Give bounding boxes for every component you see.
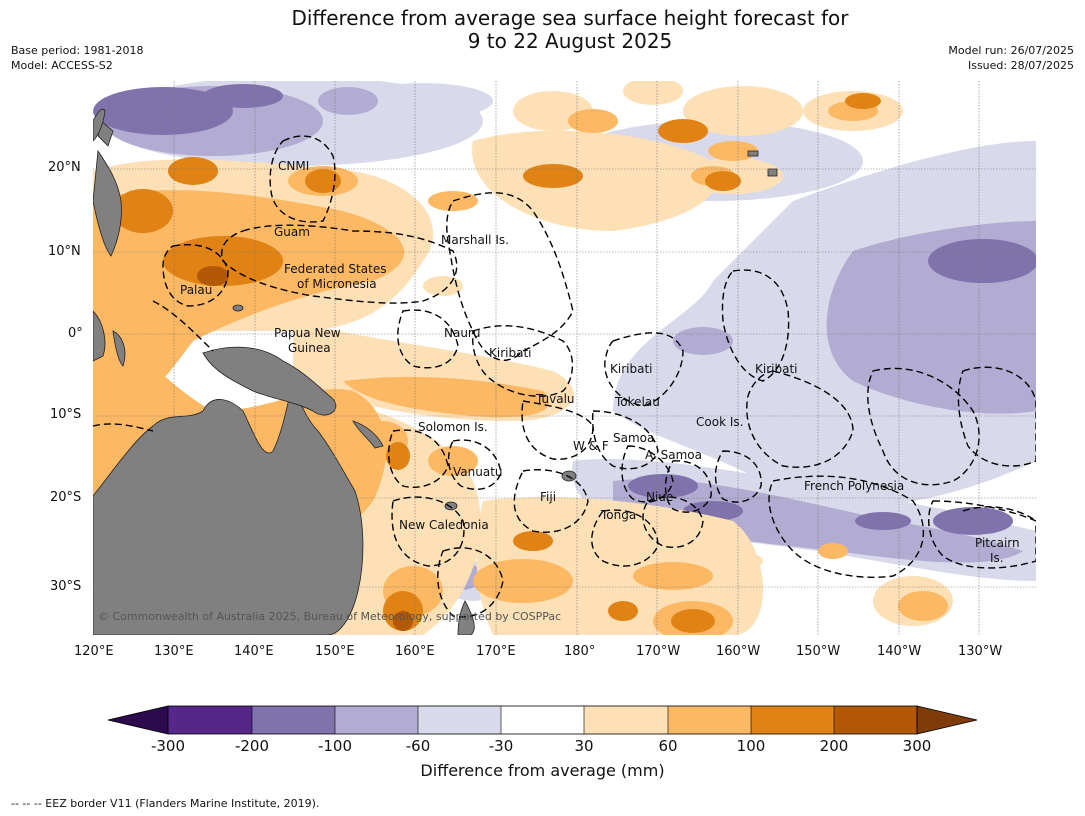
graticule <box>93 81 1036 635</box>
colorbar-bin-3 <box>335 706 418 734</box>
label-french-polynesia: French Polynesia <box>804 479 905 493</box>
colorbar-tick: -30 <box>488 737 514 755</box>
label-new-caledonia: New Caledonia <box>399 518 489 532</box>
colorbar-tick: -60 <box>405 737 431 755</box>
title-line-2: 9 to 22 August 2025 <box>467 29 673 53</box>
copyright-note: © Commonwealth of Australia 2025, Bureau… <box>98 610 562 623</box>
meta-left: Base period: 1981-2018 Model: ACCESS-S2 <box>11 43 143 73</box>
colorbar-bin-1 <box>168 706 252 734</box>
meta-right: Model run: 26/07/2025 Issued: 28/07/2025 <box>948 43 1074 73</box>
colorbar-bin-6 <box>584 706 668 734</box>
lon-label-150e: 150°E <box>315 644 355 659</box>
colorbar-title: Difference from average (mm) <box>420 761 665 780</box>
lon-label-140e: 140°E <box>234 644 274 659</box>
colorbar-tick: 200 <box>819 737 849 755</box>
label-solomon: Solomon Is. <box>418 420 488 434</box>
label-pitcairn-1: Pitcairn <box>975 536 1020 550</box>
lat-label-20n: 20°N <box>48 160 81 175</box>
label-kiribati-w: Kiribati <box>489 346 532 360</box>
lon-label-130w: 130°W <box>958 644 1003 659</box>
lon-label-150w: 150°W <box>796 644 841 659</box>
label-vanuatu: Vanuatu <box>453 465 503 479</box>
forecast-map: CNMI Guam Marshall Is. Federated States … <box>93 81 1036 635</box>
eez-borders <box>93 135 1036 618</box>
colorbar-dividers <box>251 706 835 734</box>
lat-label-0: 0° <box>68 326 83 341</box>
colorbar-bin-5 <box>501 706 584 734</box>
label-fsm-1: Federated States <box>284 262 387 276</box>
label-wf: W & F <box>573 439 609 453</box>
label-samoa: Samoa <box>613 431 655 445</box>
label-tokelau: Tokelau <box>615 395 660 409</box>
base-period: Base period: 1981-2018 <box>11 44 144 57</box>
label-guam: Guam <box>274 225 310 239</box>
label-png-1: Papua New <box>274 326 341 340</box>
label-tuvalu: Tuvalu <box>536 392 575 406</box>
colorbar-tick: -300 <box>150 737 186 755</box>
lat-label-30s: 30°S <box>50 579 82 594</box>
colorbar-arrow-low <box>107 705 169 735</box>
land <box>93 108 778 635</box>
lon-label-180: 180° <box>564 644 596 659</box>
label-png-2: Guinea <box>288 341 331 355</box>
colorbar-bin-9 <box>834 706 917 734</box>
colorbar-arrow-high <box>916 705 978 735</box>
label-pitcairn-2: Is. <box>990 551 1004 565</box>
anomaly-dark-purple <box>93 84 1036 535</box>
lon-label-160w: 160°W <box>716 644 761 659</box>
colorbar-frame <box>167 705 918 735</box>
label-niue: Niue <box>646 490 674 504</box>
model-run: Model run: 26/07/2025 <box>948 44 1074 57</box>
label-cnmi: CNMI <box>278 159 310 173</box>
label-a-samoa: A. Samoa <box>645 448 702 462</box>
label-palau: Palau <box>180 283 213 297</box>
lon-label-140w: 140°W <box>877 644 922 659</box>
colorbar-bin-8 <box>751 706 834 734</box>
colorbar-tick: 60 <box>658 737 678 755</box>
map-svg <box>93 81 1036 635</box>
anomaly-brown <box>197 266 413 631</box>
lon-label-160e: 160°E <box>395 644 435 659</box>
colorbar-bin-2 <box>252 706 335 734</box>
label-nauru: Nauru <box>444 326 481 340</box>
label-marshall: Marshall Is. <box>441 233 509 247</box>
colorbar-tick: -200 <box>234 737 270 755</box>
label-fiji: Fiji <box>540 490 557 504</box>
colorbar-bin-7 <box>668 706 751 734</box>
lon-label-130e: 130°E <box>154 644 194 659</box>
issued-date: Issued: 28/07/2025 <box>967 59 1074 72</box>
label-cook: Cook Is. <box>696 415 744 429</box>
colorbar-tick: 30 <box>574 737 594 755</box>
title-line-1: Difference from average sea surface heig… <box>291 6 849 30</box>
label-tonga: Tonga <box>601 508 637 522</box>
colorbar-tick: 100 <box>736 737 766 755</box>
chart-title: Difference from average sea surface heig… <box>0 7 1085 53</box>
lat-label-20s: 20°S <box>50 490 82 505</box>
colorbar-tick: -100 <box>317 737 353 755</box>
colorbar-tick: 300 <box>902 737 932 755</box>
label-kiribati-c: Kiribati <box>610 362 653 376</box>
label-fsm-2: of Micronesia <box>297 277 377 291</box>
lon-label-170e: 170°E <box>476 644 516 659</box>
lat-label-10n: 10°N <box>48 244 81 259</box>
lon-label-170w: 170°W <box>636 644 681 659</box>
label-kiribati-e: Kiribati <box>755 362 798 376</box>
lat-label-10s: 10°S <box>50 407 82 422</box>
colorbar-bin-4 <box>418 706 501 734</box>
eez-footnote: -- -- -- EEZ border V11 (Flanders Marine… <box>11 797 320 810</box>
model-name: Model: ACCESS-S2 <box>11 59 113 72</box>
lon-label-120e: 120°E <box>74 644 114 659</box>
